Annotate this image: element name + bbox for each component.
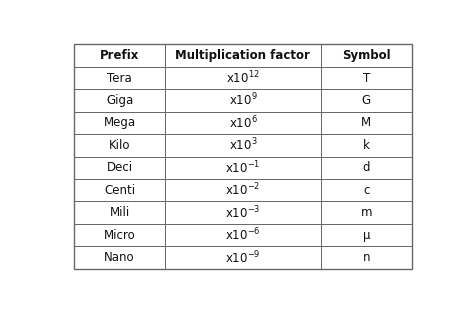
Text: Mega: Mega (103, 116, 136, 129)
Text: x10$^{-2}$: x10$^{-2}$ (225, 182, 261, 198)
Text: Symbol: Symbol (342, 49, 391, 62)
Text: x10$^{-3}$: x10$^{-3}$ (225, 204, 261, 221)
Text: Micro: Micro (104, 228, 136, 241)
Text: Mili: Mili (109, 206, 130, 219)
Text: Multiplication factor: Multiplication factor (175, 49, 310, 62)
Text: T: T (363, 72, 370, 85)
Text: x10$^{-1}$: x10$^{-1}$ (225, 159, 261, 176)
Text: x10$^{-9}$: x10$^{-9}$ (225, 249, 261, 266)
Text: M: M (361, 116, 371, 129)
Text: m: m (361, 206, 372, 219)
Text: x10$^{3}$: x10$^{3}$ (228, 137, 257, 154)
Text: Centi: Centi (104, 184, 135, 197)
Text: Prefix: Prefix (100, 49, 139, 62)
Text: x10$^{12}$: x10$^{12}$ (226, 70, 260, 86)
Text: Kilo: Kilo (109, 139, 130, 152)
Text: c: c (363, 184, 369, 197)
Text: Deci: Deci (107, 161, 133, 174)
Text: Giga: Giga (106, 94, 133, 107)
Text: x10$^{-6}$: x10$^{-6}$ (225, 227, 261, 243)
Text: x10$^{6}$: x10$^{6}$ (228, 115, 257, 131)
Text: x10$^{9}$: x10$^{9}$ (228, 92, 257, 109)
Text: Nano: Nano (104, 251, 135, 264)
Text: Tera: Tera (107, 72, 132, 85)
Text: n: n (363, 251, 370, 264)
Text: k: k (363, 139, 370, 152)
Text: d: d (363, 161, 370, 174)
Text: G: G (362, 94, 371, 107)
Text: μ: μ (363, 228, 370, 241)
